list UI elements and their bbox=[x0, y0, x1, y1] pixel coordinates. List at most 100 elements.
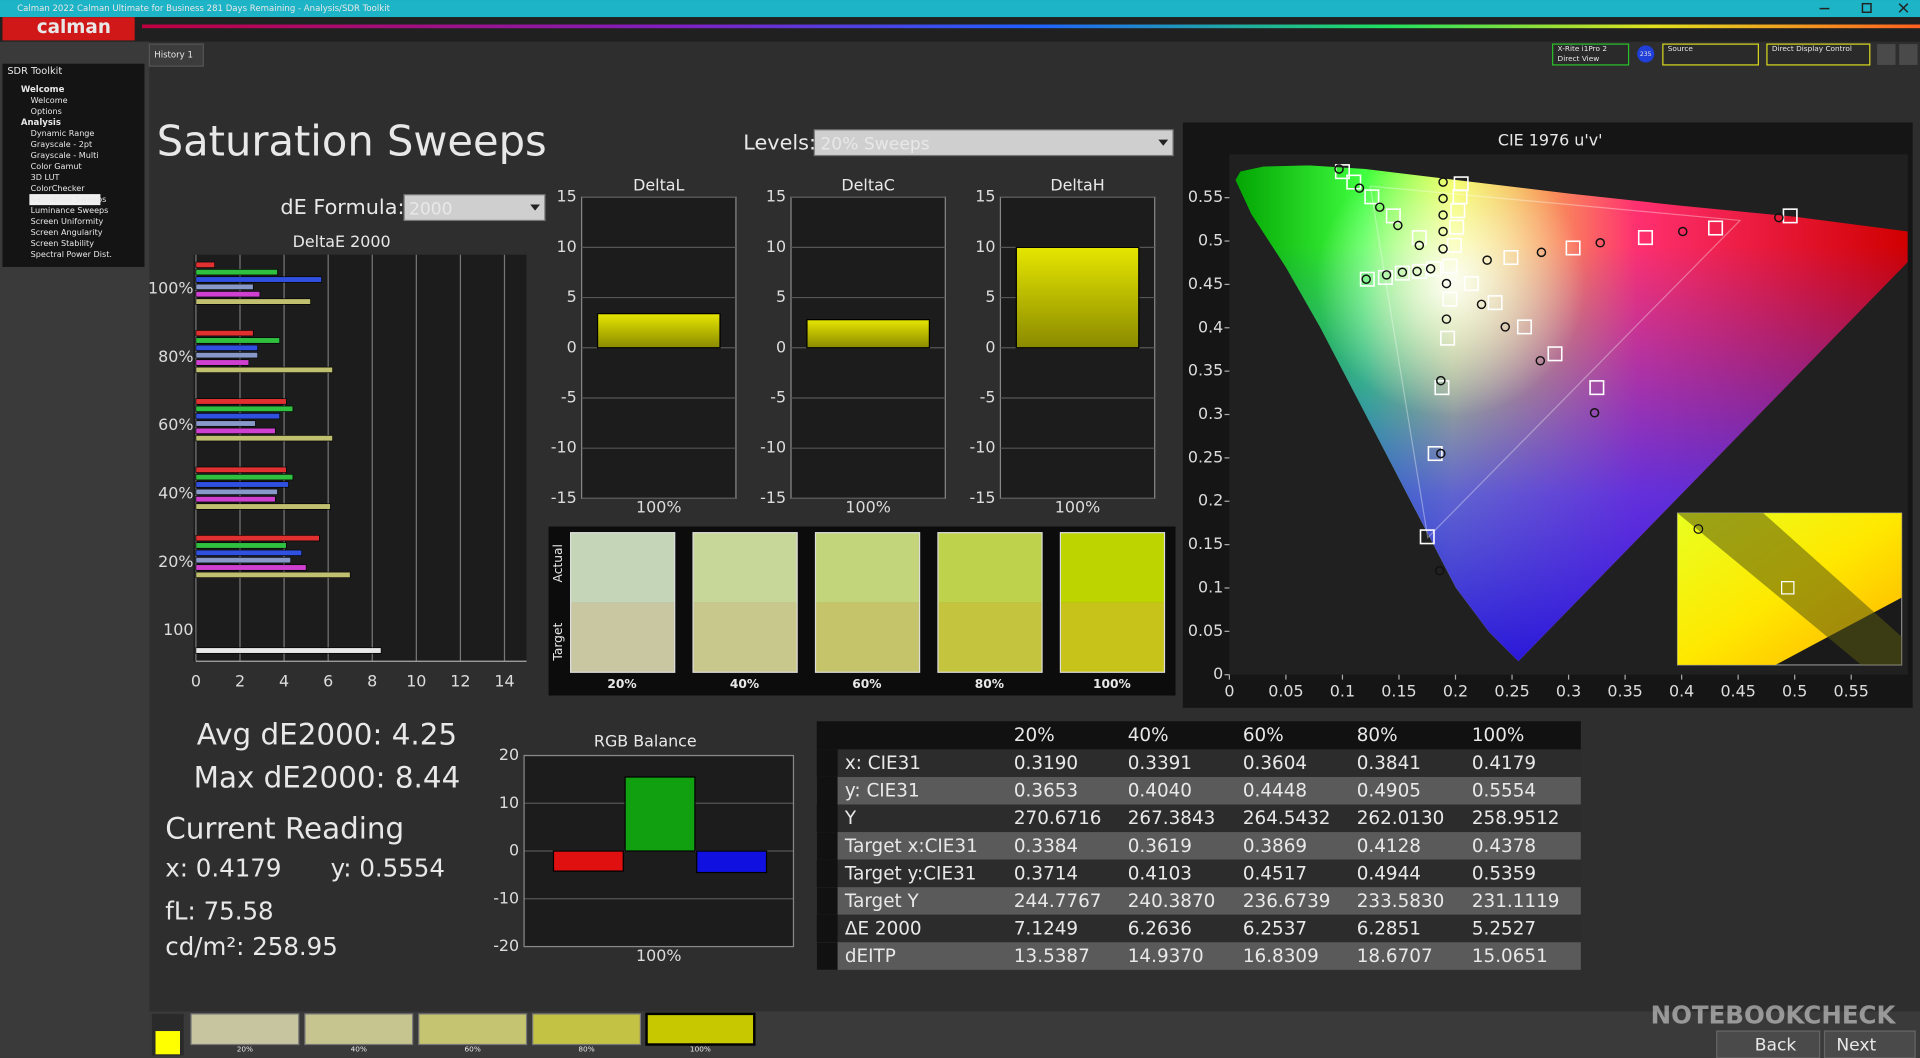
levels-label: Levels: bbox=[743, 130, 816, 154]
tree-item[interactable]: Screen Uniformity bbox=[31, 216, 104, 226]
bottom-swatch-label: 40% bbox=[351, 1044, 367, 1053]
measured-point bbox=[1438, 244, 1448, 254]
max-de: Max dE2000: 8.44 bbox=[194, 760, 461, 794]
x-tick-label: 6 bbox=[323, 672, 333, 691]
row-label: Target Y bbox=[844, 891, 920, 912]
chart-title: DeltaE 2000 bbox=[293, 232, 391, 251]
target-point bbox=[1427, 446, 1443, 462]
tree-item[interactable]: Options bbox=[31, 106, 62, 116]
y-tick-label: -5 bbox=[770, 387, 786, 406]
swatch-label: 80% bbox=[975, 677, 1004, 691]
logo-button[interactable] bbox=[2, 17, 135, 41]
measured-point bbox=[1354, 183, 1365, 193]
table-cell: 0.4040 bbox=[1128, 781, 1192, 802]
tree-item[interactable]: 3D LUT bbox=[31, 172, 60, 182]
bar bbox=[195, 496, 276, 503]
tree-item[interactable]: Spectral Power Dist. bbox=[31, 249, 112, 259]
target-label: Target bbox=[551, 623, 565, 662]
table-row bbox=[816, 832, 1581, 860]
target-point bbox=[1782, 208, 1798, 224]
table-cell: 6.2537 bbox=[1243, 918, 1307, 939]
bar bbox=[195, 413, 280, 420]
tree-item[interactable]: Saturation Sweeps bbox=[31, 194, 107, 204]
bar bbox=[195, 542, 287, 549]
zoom-inset-edge bbox=[1677, 513, 1902, 665]
x-tick-label: 0.25 bbox=[1494, 681, 1529, 700]
y-tick-label: 20% bbox=[158, 552, 193, 571]
gamut-triangle bbox=[1369, 185, 1742, 539]
column-header: 80% bbox=[1357, 725, 1398, 746]
settings-button[interactable] bbox=[1877, 44, 1896, 65]
bar bbox=[195, 291, 261, 298]
table-row bbox=[816, 804, 1581, 833]
table-cell: 0.4378 bbox=[1472, 836, 1536, 857]
table-cell: 0.4905 bbox=[1357, 781, 1421, 802]
tree-item[interactable]: Grayscale - Multi bbox=[31, 150, 99, 160]
levels-dropdown[interactable] bbox=[813, 129, 1174, 157]
column-header: 20% bbox=[1014, 725, 1055, 746]
bar bbox=[596, 313, 721, 349]
table-cell: 0.3619 bbox=[1128, 836, 1192, 857]
formula-dropdown[interactable] bbox=[403, 194, 546, 222]
bar bbox=[195, 298, 311, 305]
bottom-swatch[interactable] bbox=[418, 1013, 528, 1046]
back-button[interactable] bbox=[1716, 1030, 1821, 1058]
bar bbox=[195, 283, 254, 290]
tree-item[interactable]: Luminance Sweeps bbox=[31, 205, 109, 215]
source-box[interactable] bbox=[1662, 43, 1759, 66]
column-header: 60% bbox=[1243, 725, 1284, 746]
measured-point bbox=[1438, 210, 1448, 220]
target-point bbox=[1364, 189, 1380, 205]
bottom-swatch[interactable] bbox=[645, 1012, 756, 1046]
bottom-swatch[interactable] bbox=[532, 1013, 642, 1046]
history-tab[interactable] bbox=[148, 43, 204, 67]
help-button[interactable] bbox=[1899, 44, 1918, 65]
measured-point bbox=[1397, 267, 1408, 278]
tree-item[interactable]: ColorChecker bbox=[31, 183, 86, 193]
bar bbox=[195, 366, 333, 373]
target-point bbox=[1442, 291, 1458, 307]
meter-box[interactable] bbox=[1552, 43, 1630, 66]
table-cell: 0.3190 bbox=[1014, 753, 1078, 774]
measured-point bbox=[1412, 266, 1422, 277]
tree-item[interactable]: Welcome bbox=[31, 95, 68, 105]
formula-label: dE Formula: bbox=[280, 195, 404, 219]
row-label: Target y:CIE31 bbox=[844, 863, 977, 884]
tree-item[interactable]: Screen Stability bbox=[31, 238, 95, 248]
swatch-label: 100% bbox=[1093, 677, 1131, 691]
y-tick-label: 10 bbox=[499, 793, 519, 812]
bar bbox=[195, 571, 351, 578]
tree-item[interactable]: Screen Angularity bbox=[31, 227, 103, 237]
table-cell: 236.6739 bbox=[1243, 891, 1331, 912]
bar bbox=[624, 776, 696, 852]
bottom-swatch[interactable] bbox=[190, 1013, 300, 1046]
tree-item[interactable]: Color Gamut bbox=[31, 161, 82, 171]
target-point bbox=[1442, 258, 1458, 274]
y-tick-label: 10 bbox=[766, 237, 786, 256]
y-tick-label: -20 bbox=[493, 936, 519, 955]
table-row bbox=[816, 859, 1581, 888]
y-tick-label: -10 bbox=[493, 888, 519, 907]
row-marker bbox=[816, 804, 838, 833]
levels-value: 20% Sweeps bbox=[820, 135, 929, 155]
x-tick-label: 0.2 bbox=[1443, 681, 1468, 700]
table-cell: 233.5830 bbox=[1357, 891, 1445, 912]
y-tick-label: 5 bbox=[985, 287, 995, 306]
window-controls[interactable] bbox=[1819, 2, 1909, 13]
tree-item[interactable]: Dynamic Range bbox=[31, 128, 95, 138]
y-tick-label: 0.05 bbox=[1188, 621, 1223, 640]
table-cell: 0.3869 bbox=[1243, 836, 1307, 857]
table-cell: 262.0130 bbox=[1357, 808, 1445, 829]
tree-item[interactable]: Grayscale - 2pt bbox=[31, 139, 93, 149]
bottom-swatch[interactable] bbox=[304, 1013, 414, 1046]
display-box[interactable] bbox=[1766, 43, 1871, 66]
rainbow-line bbox=[142, 24, 1920, 29]
bar bbox=[1015, 246, 1140, 349]
bar bbox=[195, 488, 278, 495]
y-tick-label: -10 bbox=[551, 438, 577, 457]
bar bbox=[195, 557, 292, 564]
y-tick-label: 100% bbox=[148, 279, 193, 298]
dropdown-arrow bbox=[530, 204, 540, 211]
chart-title: RGB Balance bbox=[594, 732, 697, 751]
x-tick-label: 100% bbox=[636, 946, 681, 965]
